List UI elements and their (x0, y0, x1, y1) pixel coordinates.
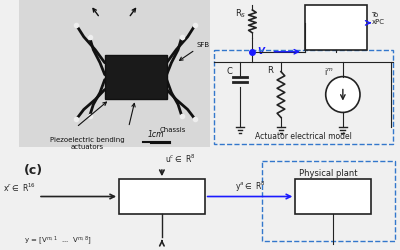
Text: R$_S$: R$_S$ (235, 8, 247, 20)
Text: Robot
(a): Robot (a) (320, 187, 346, 206)
Text: y$^a$$\in$ R$^8$: y$^a$$\in$ R$^8$ (235, 179, 265, 194)
Bar (119, 179, 205, 214)
Text: y = [V$^{m,1}$  ...  V$^{m,8}$]: y = [V$^{m,1}$ ... V$^{m,8}$] (24, 234, 92, 246)
Text: R: R (268, 66, 273, 75)
Text: To
xPC: To xPC (372, 12, 384, 25)
Text: (c): (c) (24, 164, 43, 177)
Bar (214, 50, 393, 144)
Text: V: V (257, 47, 264, 56)
Text: x$^r$$\in$ R$^{16}$: x$^r$$\in$ R$^{16}$ (3, 181, 36, 194)
Bar (262, 161, 395, 241)
Bar (19, 0, 210, 147)
Text: 1cm: 1cm (148, 130, 164, 139)
Bar (305, 5, 367, 50)
Bar (105, 55, 167, 100)
Text: Chassis: Chassis (160, 127, 186, 133)
Text: Level
shifter
0.1x: Level shifter 0.1x (324, 17, 347, 37)
Text: Piezoelectric bending
actuators: Piezoelectric bending actuators (50, 137, 125, 150)
Bar (295, 179, 372, 214)
Text: Actuator electrical model: Actuator electrical model (255, 132, 352, 141)
Text: Controller: Controller (140, 192, 184, 201)
Text: Physical plant: Physical plant (299, 169, 358, 178)
Circle shape (326, 76, 360, 112)
Text: u$^c$$\in$ R$^8$: u$^c$$\in$ R$^8$ (165, 153, 195, 165)
Text: SFB: SFB (196, 42, 209, 48)
Text: C: C (226, 67, 232, 76)
Text: i$^m$: i$^m$ (324, 66, 333, 77)
